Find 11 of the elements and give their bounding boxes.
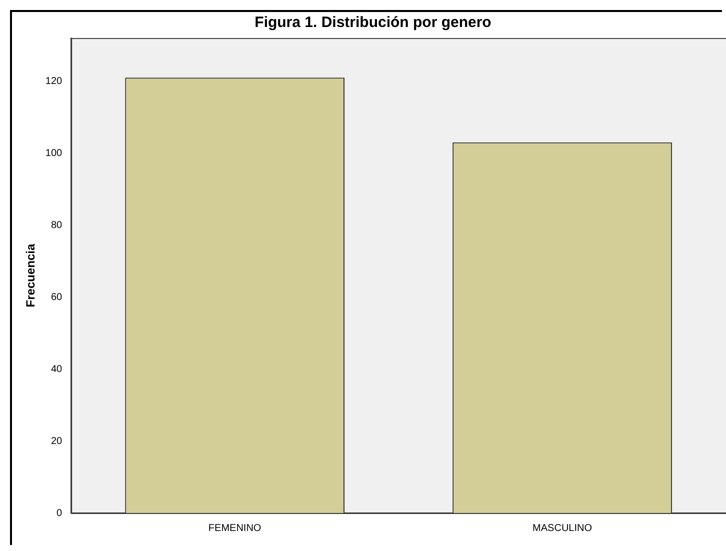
y-tick-label: 80	[50, 220, 63, 231]
x-tick-label: FEMENINO	[208, 522, 262, 534]
y-tick-label: 120	[45, 76, 63, 87]
y-tick-label: 100	[45, 148, 63, 159]
y-tick-label: 20	[50, 436, 63, 447]
y-tick-label: 40	[50, 364, 63, 375]
y-axis-title: Frecuencia	[24, 244, 38, 308]
y-tick-label: 60	[50, 292, 63, 303]
y-tick-label: 0	[56, 508, 63, 519]
chart-title: Figura 1. Distribución por genero	[254, 14, 492, 32]
x-tick-label: MASCULINO	[532, 522, 592, 534]
